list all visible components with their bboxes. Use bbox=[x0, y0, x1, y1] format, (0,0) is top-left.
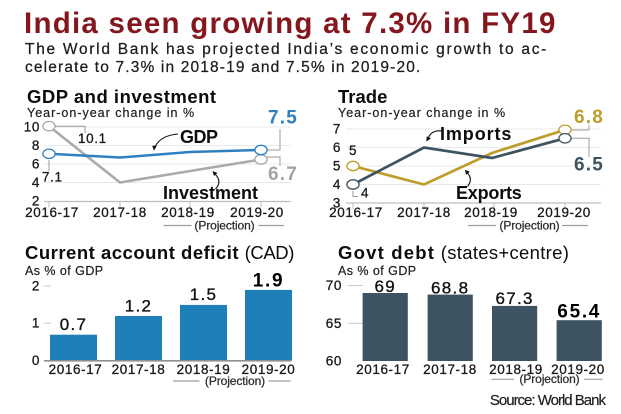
svg-text:(Projection): (Projection) bbox=[205, 374, 265, 388]
svg-text:2017-18: 2017-18 bbox=[397, 205, 451, 220]
svg-text:2016-17: 2016-17 bbox=[356, 362, 410, 377]
svg-text:8: 8 bbox=[32, 138, 40, 153]
svg-text:2: 2 bbox=[32, 194, 40, 209]
svg-text:(Projection): (Projection) bbox=[194, 219, 254, 233]
svg-text:60: 60 bbox=[326, 354, 342, 369]
svg-text:69: 69 bbox=[374, 277, 396, 296]
svg-text:6.8: 6.8 bbox=[574, 107, 604, 128]
svg-text:10: 10 bbox=[24, 120, 40, 135]
svg-text:2018-19: 2018-19 bbox=[177, 362, 231, 377]
svg-text:2016-17: 2016-17 bbox=[25, 205, 79, 220]
svg-text:6: 6 bbox=[32, 157, 40, 172]
svg-text:2018-19: 2018-19 bbox=[161, 205, 215, 220]
svg-text:65: 65 bbox=[326, 316, 342, 331]
svg-text:2018-19: 2018-19 bbox=[489, 362, 543, 377]
svg-text:2016-17: 2016-17 bbox=[49, 362, 103, 377]
svg-text:(Projection): (Projection) bbox=[519, 372, 579, 386]
svg-text:10.1: 10.1 bbox=[78, 131, 107, 146]
svg-text:1.9: 1.9 bbox=[253, 271, 285, 292]
svg-text:7.1: 7.1 bbox=[42, 170, 63, 185]
svg-text:70: 70 bbox=[326, 278, 342, 293]
svg-text:4: 4 bbox=[361, 186, 369, 201]
svg-text:6: 6 bbox=[333, 140, 341, 155]
svg-text:2019-20: 2019-20 bbox=[242, 362, 296, 377]
svg-text:7: 7 bbox=[333, 122, 341, 137]
svg-text:4: 4 bbox=[333, 177, 341, 192]
svg-text:6.7: 6.7 bbox=[268, 164, 298, 185]
svg-text:2017-18: 2017-18 bbox=[423, 362, 477, 377]
svg-text:2018-19: 2018-19 bbox=[464, 205, 518, 220]
svg-text:Imports: Imports bbox=[440, 124, 512, 144]
svg-text:6.5: 6.5 bbox=[574, 155, 604, 176]
svg-text:1.2: 1.2 bbox=[125, 296, 153, 315]
svg-text:Exports: Exports bbox=[456, 183, 522, 203]
svg-text:3: 3 bbox=[333, 196, 341, 211]
svg-text:2017-18: 2017-18 bbox=[112, 362, 166, 377]
svg-text:4: 4 bbox=[32, 175, 40, 190]
svg-text:2017-18: 2017-18 bbox=[93, 205, 147, 220]
svg-text:7.5: 7.5 bbox=[268, 108, 298, 129]
svg-text:67.3: 67.3 bbox=[495, 289, 533, 308]
svg-text:2019-20: 2019-20 bbox=[551, 362, 605, 377]
svg-text:2016-17: 2016-17 bbox=[329, 205, 383, 220]
svg-text:2019-20: 2019-20 bbox=[537, 205, 591, 220]
svg-text:2019-20: 2019-20 bbox=[230, 205, 284, 220]
svg-text:0: 0 bbox=[32, 353, 40, 368]
svg-text:1: 1 bbox=[32, 316, 40, 331]
svg-text:2: 2 bbox=[32, 279, 40, 294]
svg-text:0.7: 0.7 bbox=[60, 315, 88, 334]
svg-text:68.8: 68.8 bbox=[431, 278, 469, 297]
svg-text:(Projection): (Projection) bbox=[499, 219, 559, 233]
svg-text:65.4: 65.4 bbox=[557, 302, 601, 323]
svg-text:1.5: 1.5 bbox=[190, 285, 218, 304]
svg-text:Investment: Investment bbox=[163, 183, 258, 203]
svg-text:GDP: GDP bbox=[180, 127, 218, 147]
svg-text:5: 5 bbox=[349, 143, 357, 158]
svg-text:5: 5 bbox=[333, 159, 341, 174]
